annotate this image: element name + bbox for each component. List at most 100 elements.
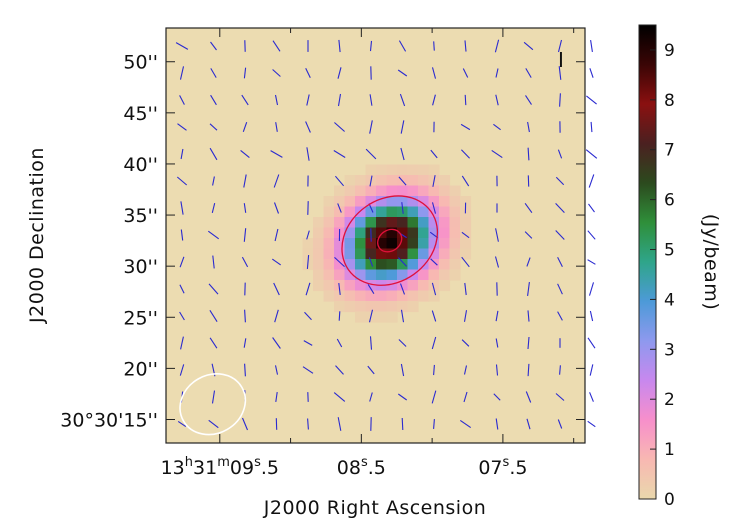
colorbar-axis: 0 1 2 3 4 5 6 7 8 9 (650, 41, 675, 510)
y-tick-label: 50'' (123, 52, 158, 74)
image-pixel (376, 238, 388, 250)
polarization-vector (273, 202, 280, 214)
y-axis: 30°30'15'' 20'' 25'' 30'' 35'' 40'' 45'' 50'' (60, 52, 585, 431)
image-pixel (355, 280, 367, 292)
image-pixel (355, 269, 367, 281)
polarization-vector (209, 147, 218, 161)
polarization-vector (244, 309, 246, 323)
beam-ellipse-shape (179, 373, 247, 436)
polarization-vector (275, 392, 278, 402)
image-pixel (323, 217, 335, 229)
image-pixel (386, 301, 398, 313)
polarization-vector (587, 420, 596, 428)
image-pixel (428, 206, 440, 218)
polarization-vector (243, 67, 247, 79)
image-pixel (376, 311, 388, 323)
y-tick-label: 25'' (123, 307, 158, 329)
polarization-vector (587, 259, 596, 265)
polarization-vector (241, 94, 249, 106)
image-pixel (386, 227, 398, 239)
polarization-vector (495, 418, 499, 430)
polarization-vector (401, 202, 404, 214)
polarization-vector (397, 69, 408, 77)
image-pixel (344, 238, 356, 250)
image-pixel (365, 238, 377, 250)
polarization-vector (337, 67, 342, 79)
image-pixel (376, 290, 388, 302)
image-pixel (313, 259, 325, 271)
polarization-vector (241, 417, 249, 431)
image-pixel (334, 248, 346, 260)
polarization-vector (559, 365, 561, 375)
polarization-vector (369, 120, 373, 134)
polarization-vector (398, 40, 407, 52)
colorbar-tick-label: 7 (664, 141, 675, 161)
polarization-vector (557, 419, 563, 429)
image-pixel (407, 206, 419, 218)
polarization-vector (400, 147, 405, 161)
polarization-vector (243, 338, 247, 348)
polarization-vector (338, 311, 341, 321)
plot-frame (165, 27, 586, 444)
image-pixel (386, 238, 398, 250)
image-pixel (418, 259, 430, 271)
image-pixel (355, 311, 367, 323)
x-tick-label: 13h31m09s.5 (161, 455, 279, 479)
polarization-vector (523, 41, 534, 51)
polarization-vector (587, 337, 596, 349)
polarization-vector (209, 310, 218, 322)
polarization-vector (590, 121, 593, 133)
beam-ellipse (179, 373, 247, 436)
polarization-vector (337, 417, 342, 431)
image-pixel (386, 206, 398, 218)
polarization-vector (336, 338, 343, 348)
image-pixel (397, 217, 409, 229)
colorbar-tick-label: 5 (664, 241, 675, 261)
polarization-vector (494, 39, 500, 53)
image-pixel (376, 206, 388, 218)
polarization-vector (589, 364, 594, 376)
image-pixel (407, 280, 419, 292)
polarization-vector (274, 309, 279, 323)
image-pixel (376, 259, 388, 271)
polarization-vector (463, 365, 468, 375)
colorbar-tick-label: 8 (664, 91, 675, 111)
polarization-vector (365, 148, 377, 160)
polarization-vector (527, 336, 530, 350)
image-pixel (439, 196, 451, 208)
polarization-vector (431, 67, 437, 79)
polarization-vector (397, 257, 408, 267)
colorbar-tick-label: 4 (664, 290, 675, 310)
polarization-vector (525, 391, 532, 403)
polarization-vector (368, 309, 374, 323)
polarization-vector (555, 230, 565, 240)
image-pixel (418, 196, 430, 208)
polarization-vector (559, 93, 561, 107)
polarization-vector (398, 176, 407, 186)
polarization-vector (432, 94, 436, 106)
polarization-vector (586, 95, 597, 105)
x-tick-label: 08s.5 (337, 455, 386, 479)
image-pixel (376, 196, 388, 208)
image-pixel (439, 206, 451, 218)
image-pixel (355, 175, 367, 187)
polarization-vector (369, 94, 373, 106)
polarization-vector (495, 228, 499, 242)
image-pixel (302, 248, 314, 260)
image-pixel (334, 217, 346, 229)
contour-line (377, 228, 403, 253)
polarization-vector (210, 94, 217, 106)
polarization-vector (433, 419, 435, 429)
image-pixel (323, 290, 335, 302)
polarization-vector (557, 311, 563, 321)
polarization-vector (527, 363, 530, 377)
colorbar-tick-label: 0 (664, 490, 675, 510)
polarization-vector (243, 203, 247, 213)
image-pixel (418, 248, 430, 260)
image-pixel (365, 164, 377, 176)
polarization-vector (180, 148, 184, 160)
image-pixel (418, 175, 430, 187)
image-pixel (313, 280, 325, 292)
x-axis-title: J2000 Right Ascension (263, 497, 487, 519)
image-pixel (365, 280, 377, 292)
